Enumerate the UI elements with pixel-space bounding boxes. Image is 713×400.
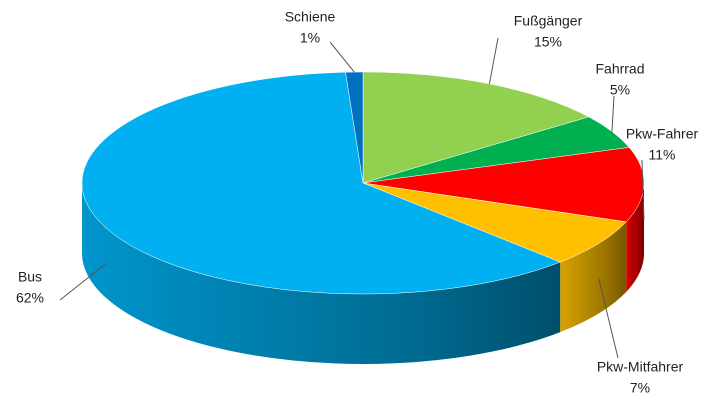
data-label-value: 11% [649,147,676,163]
data-label-name: Pkw-Fahrer [626,126,699,142]
leader-line [641,159,645,220]
data-label-value: 7% [630,380,650,396]
data-label-value: 62% [16,290,44,306]
data-label-value: 15% [534,34,562,50]
pie-side-shade [626,183,644,292]
pie-side-shade [82,183,561,365]
pie-slice [362,147,645,223]
data-label-name: Fußgänger [514,13,583,29]
leader-line [598,278,619,359]
pie-side-shade [560,221,627,333]
pie-slice [81,71,561,295]
pie-slice [362,182,627,263]
data-label-name: Schiene [285,9,336,25]
data-label-value: 1% [300,30,320,46]
leader-line [59,262,107,301]
data-label-value: 5% [610,82,630,98]
leader-line [611,95,615,132]
leader-line [488,37,499,84]
data-label-name: Pkw-Mitfahrer [597,359,684,375]
data-label-name: Fahrrad [595,61,644,77]
leader-line [329,41,355,73]
pie-slice [362,71,590,184]
data-label-name: Bus [18,269,42,285]
